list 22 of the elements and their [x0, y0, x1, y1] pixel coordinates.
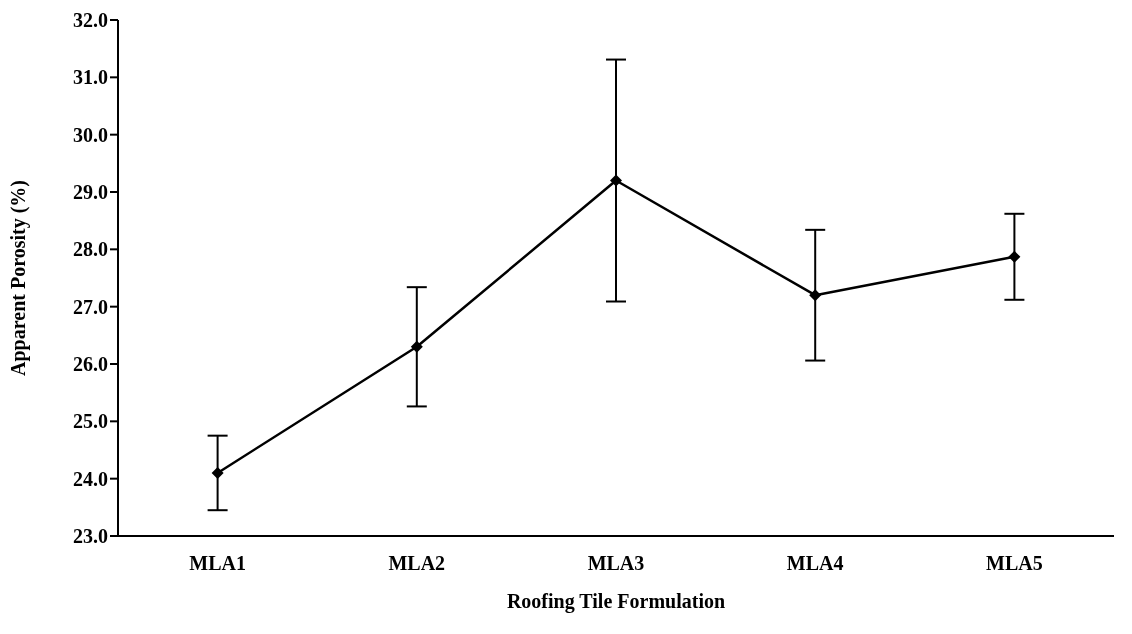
x-axis-title: Roofing Tile Formulation	[506, 590, 726, 613]
y-tick-label: 23.0	[73, 525, 108, 548]
y-tick-label: 24.0	[73, 467, 108, 490]
point	[410, 340, 423, 353]
point	[610, 174, 622, 187]
y-tick-label: 27.0	[73, 295, 108, 318]
y-tick-label: 30.0	[73, 123, 108, 146]
y-axis-title: Apparent Porosity (%)	[7, 180, 31, 376]
y-tick-label: 26.0	[73, 353, 108, 376]
x-tick-label: MLA1	[189, 552, 246, 575]
y-tick-label: 25.0	[73, 410, 108, 433]
point	[1008, 250, 1021, 263]
x-tick-label: MLA4	[786, 552, 844, 575]
x-tick-label: MLA3	[587, 552, 645, 575]
point	[211, 466, 224, 479]
x-tick-label: MLA5	[986, 552, 1043, 575]
point	[809, 289, 822, 302]
y-tick-label: 32.0	[73, 9, 108, 32]
y-tick-label: 28.0	[73, 238, 108, 261]
y-tick-label: 31.0	[73, 66, 108, 89]
y-tick-label: 29.0	[73, 181, 108, 204]
x-tick-label: MLA2	[388, 552, 446, 575]
